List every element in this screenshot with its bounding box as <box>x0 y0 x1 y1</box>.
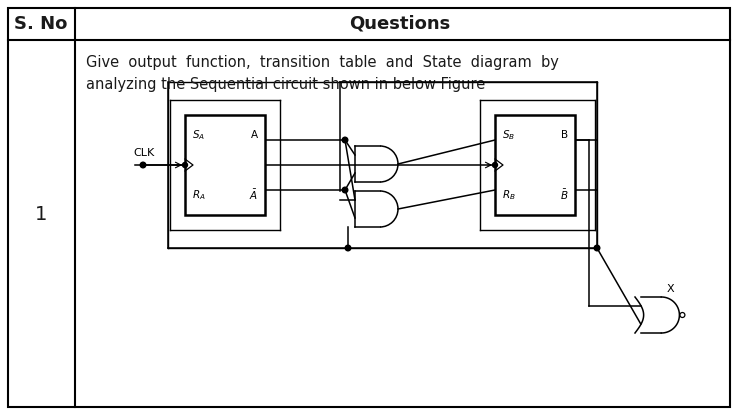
Circle shape <box>345 245 351 251</box>
Bar <box>185 115 265 215</box>
Text: 1: 1 <box>35 205 47 225</box>
Text: analyzing the Sequential circuit shown in below Figure: analyzing the Sequential circuit shown i… <box>86 76 486 91</box>
Text: A: A <box>251 130 258 140</box>
Text: $R_B$: $R_B$ <box>502 188 516 202</box>
Text: $S_A$: $S_A$ <box>192 128 205 142</box>
Text: Questions: Questions <box>349 15 451 33</box>
Text: $\bar{B}$: $\bar{B}$ <box>559 188 568 202</box>
Circle shape <box>342 137 348 143</box>
Text: X: X <box>666 284 674 294</box>
Text: $R_A$: $R_A$ <box>192 188 206 202</box>
Circle shape <box>182 163 187 168</box>
Text: $\bar{A}$: $\bar{A}$ <box>249 188 258 202</box>
Text: CLK: CLK <box>133 148 154 158</box>
Circle shape <box>342 187 348 193</box>
Circle shape <box>594 245 600 251</box>
Text: B: B <box>561 130 568 140</box>
Bar <box>495 115 575 215</box>
Text: S. No: S. No <box>14 15 68 33</box>
Circle shape <box>492 163 497 168</box>
Circle shape <box>140 162 146 168</box>
Text: $S_B$: $S_B$ <box>502 128 515 142</box>
Text: Give  output  function,  transition  table  and  State  diagram  by: Give output function, transition table a… <box>86 56 559 71</box>
